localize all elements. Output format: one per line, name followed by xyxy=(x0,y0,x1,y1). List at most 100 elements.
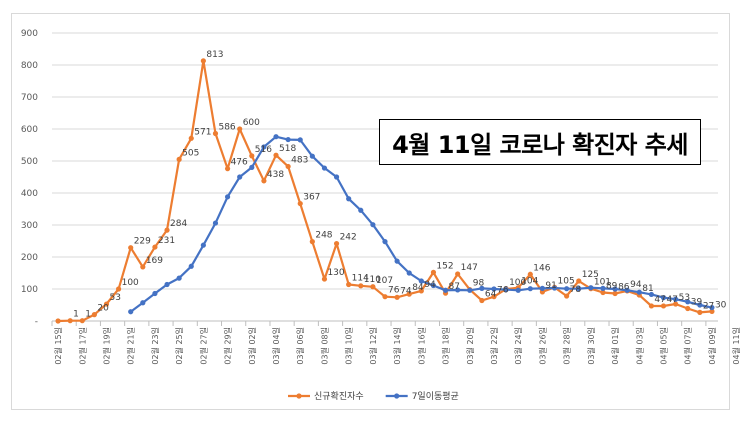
data-label: 483 xyxy=(291,155,308,165)
data-point xyxy=(491,294,497,300)
data-point xyxy=(152,290,158,297)
data-point xyxy=(588,285,594,291)
data-label: 47 xyxy=(654,295,665,305)
data-label: 53 xyxy=(679,293,690,303)
x-tick-label: 03월 18일 xyxy=(441,327,451,365)
data-point xyxy=(237,126,243,132)
legend-marker xyxy=(394,393,400,399)
data-point xyxy=(455,271,461,277)
data-point xyxy=(551,285,558,291)
data-point xyxy=(200,58,206,64)
data-point xyxy=(358,283,364,289)
x-tick-label: 02월 25일 xyxy=(174,327,184,365)
data-point xyxy=(91,312,97,318)
x-tick-label: 02월 15일 xyxy=(53,327,63,365)
data-label: 367 xyxy=(303,193,320,203)
data-point xyxy=(406,291,412,297)
data-point xyxy=(564,286,570,292)
data-point xyxy=(612,290,618,297)
data-point xyxy=(576,278,582,284)
data-point xyxy=(285,163,291,170)
data-point xyxy=(539,285,546,291)
legend-marker xyxy=(296,393,302,399)
data-label: 104 xyxy=(521,277,538,287)
y-tick-label: 300 xyxy=(21,221,38,231)
data-point xyxy=(418,278,424,284)
data-point xyxy=(442,287,449,293)
data-label: 586 xyxy=(218,122,235,132)
data-label: 78 xyxy=(570,285,582,295)
data-point xyxy=(685,299,691,305)
data-label: 94 xyxy=(424,280,436,290)
data-point xyxy=(648,303,655,309)
data-point xyxy=(394,258,400,264)
x-tick-label: 04월 01일 xyxy=(610,327,620,365)
data-point xyxy=(224,194,231,200)
data-label: 476 xyxy=(231,158,248,168)
data-point xyxy=(660,303,667,309)
data-point xyxy=(261,178,267,184)
data-point xyxy=(612,286,618,292)
y-tick-label: 100 xyxy=(21,285,38,295)
x-tick-label: 04월 03일 xyxy=(634,327,644,365)
data-point xyxy=(79,318,85,324)
legend: 신규확진자수 7일이동평균 xyxy=(288,390,459,402)
data-point xyxy=(430,269,437,275)
data-point xyxy=(285,136,291,143)
data-point xyxy=(249,164,255,170)
data-point xyxy=(249,153,255,159)
data-point xyxy=(128,245,134,251)
x-tick-label: 03월 12일 xyxy=(368,327,378,365)
x-tick-label: 03월 22일 xyxy=(489,327,499,365)
data-point xyxy=(382,239,388,245)
data-point xyxy=(430,282,437,289)
data-point xyxy=(600,289,606,296)
data-point xyxy=(128,309,134,315)
data-point xyxy=(297,137,303,143)
data-label: 114 xyxy=(352,274,369,284)
data-point xyxy=(673,296,679,302)
data-point xyxy=(164,227,170,233)
data-label: 64 xyxy=(485,290,497,300)
x-tick-label: 04월 05일 xyxy=(659,327,669,365)
data-point xyxy=(224,166,231,172)
data-point xyxy=(624,287,630,293)
data-label: 86 xyxy=(618,282,630,292)
data-label: 146 xyxy=(533,263,550,273)
data-point xyxy=(564,293,570,299)
data-label: 242 xyxy=(340,233,357,243)
data-label: 152 xyxy=(436,261,453,271)
data-point xyxy=(455,287,461,293)
data-point xyxy=(370,222,376,228)
data-point xyxy=(55,318,61,324)
y-tick-label: - xyxy=(35,317,38,327)
x-tick-label: 04월 11일 xyxy=(731,327,741,365)
x-tick-label: 02월 17일 xyxy=(77,327,87,365)
data-label: 100 xyxy=(509,278,526,288)
y-tick-label: 600 xyxy=(21,125,38,135)
x-tick-label: 03월 04일 xyxy=(271,327,281,365)
data-point xyxy=(140,264,146,270)
data-label: 27 xyxy=(703,301,714,311)
data-label: 101 xyxy=(594,278,611,288)
data-label: 87 xyxy=(449,282,460,292)
x-tick-label: 03월 16일 xyxy=(416,327,426,365)
x-tick-label: 03월 20일 xyxy=(465,327,475,365)
data-label: 110 xyxy=(364,275,381,285)
data-label: 76 xyxy=(388,286,400,296)
data-label: 91 xyxy=(545,281,556,291)
legend-label: 신규확진자수 xyxy=(314,390,364,402)
x-tick-label: 03월 02일 xyxy=(247,327,257,365)
data-label: 505 xyxy=(182,148,199,158)
chart-title-box: 4월 11일 코로나 확진자 추세 xyxy=(379,119,701,165)
data-point xyxy=(709,304,715,311)
data-point xyxy=(188,263,194,269)
x-tick-label: 03월 30일 xyxy=(586,327,596,365)
data-label: 571 xyxy=(194,127,211,137)
data-point xyxy=(309,239,315,245)
data-label: 600 xyxy=(243,118,260,128)
data-label: 100 xyxy=(122,278,139,288)
data-point xyxy=(333,240,340,247)
data-point xyxy=(600,285,606,291)
x-tick-label: 02월 29일 xyxy=(223,327,233,365)
